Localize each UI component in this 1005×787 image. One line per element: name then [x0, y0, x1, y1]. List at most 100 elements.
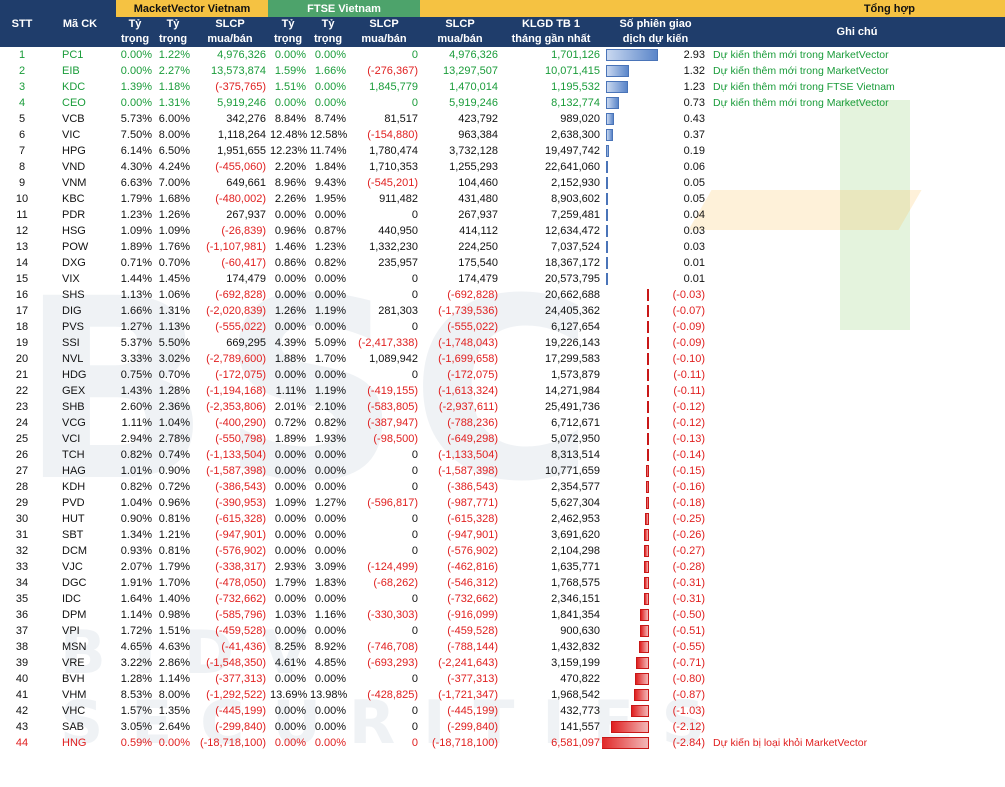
cell-so-phien: (-0.13) — [602, 431, 709, 447]
cell-mv-ty-trong-cu: 7.50% — [120, 129, 152, 141]
cell-mv-ty-trong-cu: 1.89% — [120, 241, 152, 253]
cell-ftse-ty-trong-moi: 1.66% — [314, 65, 347, 77]
cell-ftse-ty-trong-moi: 0.00% — [314, 529, 347, 541]
cell-ftse-ty-trong-cu: 13.69% — [270, 689, 308, 701]
cell-ftse-ty-trong-moi: 0.00% — [314, 273, 347, 285]
so-phien-value: 0.01 — [683, 257, 706, 269]
cell-ma-ck: EIB — [62, 65, 80, 77]
cell-ftse-ty-trong-cu: 0.00% — [274, 593, 307, 605]
cell-ftse-slcp: (-2,417,338) — [358, 337, 419, 349]
cell-tong-slcp: (-649,298) — [447, 433, 499, 445]
cell-ftse-slcp: 0 — [411, 593, 419, 605]
cell-mv-slcp: (-338,317) — [215, 561, 267, 573]
cell-ftse-ty-trong-moi: 0.00% — [314, 737, 347, 749]
cell-ftse-ty-trong-moi: 0.00% — [314, 513, 347, 525]
cell-ma-ck: SHB — [62, 401, 85, 413]
cell-tong-slcp: (-1,748,043) — [438, 337, 499, 349]
so-phien-value: (-0.55) — [672, 641, 706, 653]
cell-tong-slcp: (-445,199) — [447, 705, 499, 717]
cell-ghi-chu — [709, 559, 1005, 575]
cell-ftse-ty-trong-cu: 1.79% — [274, 577, 307, 589]
cell-stt: 13 — [15, 241, 29, 253]
cell-ftse-ty-trong-moi: 3.09% — [314, 561, 347, 573]
table-row: 22 GEX 1.43% 1.28% (-1,194,168) 1.11% 1.19% (-4… — [0, 383, 1005, 399]
cell-so-phien: 2.93 — [602, 47, 709, 63]
cell-ghi-chu — [709, 191, 1005, 207]
table-row: 29 PVD 1.04% 0.96% (-390,953) 1.09% 1.27% (-596… — [0, 495, 1005, 511]
cell-mv-ty-trong-moi: 3.02% — [158, 353, 190, 365]
table-row: 7 HPG 6.14% 6.50% 1,951,655 12.23% 11.74% 1,780… — [0, 143, 1005, 159]
cell-ftse-ty-trong-moi: 0.00% — [314, 593, 347, 605]
cell-ma-ck: VNM — [62, 177, 87, 189]
so-phien-value: 1.23 — [683, 81, 706, 93]
so-phien-value: (-0.50) — [672, 609, 706, 621]
cell-ftse-ty-trong-moi: 1.70% — [314, 353, 347, 365]
table-row: 31 SBT 1.34% 1.21% (-947,901) 0.00% 0.00% 0 (-94… — [0, 527, 1005, 543]
cell-tong-slcp: 224,250 — [458, 241, 499, 253]
cell-so-phien: (-2.12) — [602, 719, 709, 735]
cell-ghi-chu — [709, 623, 1005, 639]
cell-mv-ty-trong-moi: 1.18% — [158, 81, 190, 93]
cell-ma-ck: GEX — [62, 385, 86, 397]
cell-mv-slcp: (-576,902) — [215, 545, 267, 557]
cell-ftse-slcp: (-68,262) — [373, 577, 419, 589]
cell-klgd: 22,641,060 — [544, 161, 601, 173]
cell-stt: 24 — [15, 417, 29, 429]
table-row: 41 VHM 8.53% 8.00% (-1,292,522) 13.69% 13.98% (… — [0, 687, 1005, 703]
so-phien-value: 0.01 — [683, 273, 706, 285]
cell-ma-ck: PVS — [62, 321, 85, 333]
negative-bar — [646, 465, 650, 477]
cell-mv-slcp: (-26,839) — [221, 225, 267, 237]
cell-mv-ty-trong-moi: 2.64% — [158, 721, 190, 733]
negative-bar — [633, 689, 650, 701]
cell-ghi-chu — [709, 223, 1005, 239]
cell-klgd: 1,635,771 — [551, 561, 601, 573]
so-phien-value: 0.73 — [683, 97, 706, 109]
cell-stt: 42 — [15, 705, 29, 717]
cell-mv-ty-trong-moi: 4.24% — [158, 161, 190, 173]
cell-klgd: 24,405,362 — [544, 305, 601, 317]
cell-tong-slcp: 267,937 — [458, 209, 499, 221]
cell-so-phien: 0.03 — [602, 223, 709, 239]
cell-ftse-ty-trong-moi: 0.82% — [314, 417, 347, 429]
cell-mv-slcp: (-2,353,806) — [206, 401, 267, 413]
cell-ftse-ty-trong-moi: 1.23% — [314, 241, 347, 253]
cell-mv-ty-trong-cu: 0.00% — [120, 97, 152, 109]
so-phien-value: 0.37 — [683, 129, 706, 141]
cell-mv-ty-trong-moi: 1.14% — [158, 673, 190, 685]
table-row: 27 HAG 1.01% 0.90% (-1,587,398) 0.00% 0.00% 0 (-… — [0, 463, 1005, 479]
cell-mv-slcp: (-1,548,350) — [206, 657, 267, 669]
cell-so-phien: (-0.18) — [602, 495, 709, 511]
cell-so-phien: 0.06 — [602, 159, 709, 175]
so-phien-value: (-0.14) — [672, 449, 706, 461]
cell-tong-slcp: 1,470,014 — [449, 81, 499, 93]
cell-ftse-ty-trong-moi: 4.85% — [314, 657, 347, 669]
cell-ftse-slcp: 0 — [411, 97, 419, 109]
cell-ftse-slcp: 1,845,779 — [369, 81, 419, 93]
cell-ftse-slcp: 0 — [411, 369, 419, 381]
cell-tong-slcp: (-947,901) — [447, 529, 499, 541]
cell-klgd: 6,127,654 — [551, 321, 601, 333]
cell-so-phien: (-0.27) — [602, 543, 709, 559]
cell-mv-ty-trong-cu: 1.04% — [120, 497, 152, 509]
cell-so-phien: 0.19 — [602, 143, 709, 159]
cell-ftse-ty-trong-cu: 0.00% — [274, 273, 307, 285]
cell-klgd: 10,771,659 — [544, 465, 601, 477]
so-phien-value: 0.04 — [683, 209, 706, 221]
cell-stt: 28 — [15, 481, 29, 493]
cell-ftse-ty-trong-cu: 0.00% — [274, 289, 307, 301]
table-row: 12 HSG 1.09% 1.09% (-26,839) 0.96% 0.87% 440,95… — [0, 223, 1005, 239]
cell-ma-ck: PVD — [62, 497, 85, 509]
negative-bar — [646, 433, 650, 445]
cell-ftse-ty-trong-cu: 0.00% — [274, 529, 307, 541]
so-phien-value: 2.93 — [683, 49, 706, 61]
cell-ftse-ty-trong-cu: 0.86% — [274, 257, 307, 269]
cell-so-phien: (-0.14) — [602, 447, 709, 463]
cell-stt: 29 — [15, 497, 29, 509]
header-mv-trong-2: trọng — [154, 32, 192, 47]
cell-so-phien: (-0.15) — [602, 463, 709, 479]
cell-ftse-slcp: 0 — [411, 513, 419, 525]
cell-ma-ck: VJC — [62, 561, 83, 573]
cell-ghi-chu — [709, 159, 1005, 175]
cell-so-phien: 1.23 — [602, 79, 709, 95]
